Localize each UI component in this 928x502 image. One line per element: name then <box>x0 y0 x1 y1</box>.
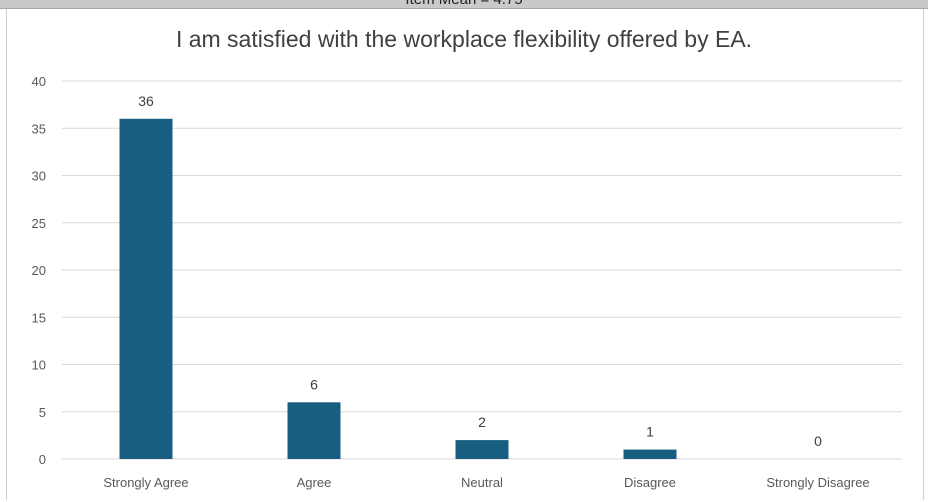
y-tick-label: 30 <box>32 169 46 184</box>
bar <box>455 440 509 459</box>
y-tick-label: 25 <box>32 216 46 231</box>
bar <box>287 402 341 459</box>
y-tick-label: 20 <box>32 263 46 278</box>
item-mean-text: Item Mean = 4.75 <box>0 0 928 8</box>
y-tick-label: 40 <box>32 74 46 89</box>
y-tick-label: 5 <box>39 405 46 420</box>
x-category-label: Strongly Agree <box>103 475 188 490</box>
data-label: 6 <box>310 376 318 392</box>
data-label: 2 <box>478 414 486 430</box>
x-category-label: Agree <box>297 475 332 490</box>
top-strip: Item Mean = 4.75 <box>0 0 928 9</box>
y-tick-label: 35 <box>32 121 46 136</box>
chart-frame <box>6 9 924 500</box>
bar <box>119 118 173 460</box>
data-label: 36 <box>138 93 154 109</box>
y-tick-label: 10 <box>32 358 46 373</box>
x-category-label: Strongly Disagree <box>766 475 869 490</box>
bar <box>623 449 677 459</box>
x-category-label: Neutral <box>461 475 503 490</box>
data-label: 1 <box>646 424 654 440</box>
y-tick-label: 15 <box>32 310 46 325</box>
x-category-label: Disagree <box>624 475 676 490</box>
chart-title: I am satisfied with the workplace flexib… <box>175 26 753 52</box>
y-tick-label: 0 <box>39 452 46 467</box>
data-label: 0 <box>814 433 822 449</box>
